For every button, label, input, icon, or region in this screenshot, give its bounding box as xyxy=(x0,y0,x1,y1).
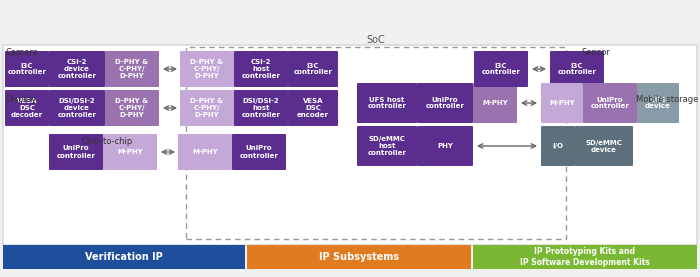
FancyBboxPatch shape xyxy=(49,90,105,126)
FancyBboxPatch shape xyxy=(575,126,633,166)
FancyBboxPatch shape xyxy=(5,90,49,126)
Text: UFS
device: UFS device xyxy=(645,96,671,109)
FancyBboxPatch shape xyxy=(178,134,232,170)
Text: DSI/DSI-2
host
controller: DSI/DSI-2 host controller xyxy=(241,98,281,118)
Text: SD/eMMC
device: SD/eMMC device xyxy=(586,140,622,153)
Text: IP Subsystems: IP Subsystems xyxy=(319,252,399,262)
Text: IP Prototyping Kits and
IP Software Development Kits: IP Prototyping Kits and IP Software Deve… xyxy=(520,247,650,267)
FancyBboxPatch shape xyxy=(180,51,234,87)
FancyBboxPatch shape xyxy=(288,51,338,87)
FancyBboxPatch shape xyxy=(234,90,288,126)
FancyBboxPatch shape xyxy=(103,134,157,170)
Text: I3C
controller: I3C controller xyxy=(293,63,332,76)
Text: Display: Display xyxy=(5,95,36,104)
Text: Chip-to-chip: Chip-to-chip xyxy=(82,137,133,146)
FancyBboxPatch shape xyxy=(49,51,105,87)
Text: I3C
controller: I3C controller xyxy=(8,63,46,76)
FancyBboxPatch shape xyxy=(473,83,517,123)
Text: DSI/DSI-2
device
controller: DSI/DSI-2 device controller xyxy=(57,98,97,118)
FancyBboxPatch shape xyxy=(541,126,575,166)
Text: M-PHY: M-PHY xyxy=(193,149,218,155)
FancyBboxPatch shape xyxy=(474,51,528,87)
Text: M-PHY: M-PHY xyxy=(482,100,508,106)
Text: SD/eMMC
host
controller: SD/eMMC host controller xyxy=(368,136,407,156)
FancyBboxPatch shape xyxy=(417,83,473,123)
FancyBboxPatch shape xyxy=(417,126,473,166)
FancyBboxPatch shape xyxy=(234,51,288,87)
Text: D-PHY &
C-PHY/
D-PHY: D-PHY & C-PHY/ D-PHY xyxy=(116,59,148,79)
Bar xyxy=(247,245,471,269)
Text: M-PHY: M-PHY xyxy=(117,149,143,155)
FancyBboxPatch shape xyxy=(49,134,103,170)
Bar xyxy=(3,245,245,269)
FancyBboxPatch shape xyxy=(5,51,49,87)
FancyBboxPatch shape xyxy=(288,90,338,126)
FancyBboxPatch shape xyxy=(105,90,159,126)
FancyBboxPatch shape xyxy=(541,83,583,123)
Text: SoC: SoC xyxy=(367,35,386,45)
Text: UniPro
controller: UniPro controller xyxy=(591,96,629,109)
Text: UniPro
controller: UniPro controller xyxy=(239,145,279,158)
Text: Camera: Camera xyxy=(5,48,38,57)
Text: UniPro
controller: UniPro controller xyxy=(57,145,95,158)
Text: VESA
DSC
encoder: VESA DSC encoder xyxy=(297,98,329,118)
Text: UniPro
controller: UniPro controller xyxy=(426,96,464,109)
FancyBboxPatch shape xyxy=(583,83,637,123)
FancyBboxPatch shape xyxy=(232,134,286,170)
Text: I3C
controller: I3C controller xyxy=(558,63,596,76)
Text: PHY: PHY xyxy=(437,143,453,149)
Text: I/O: I/O xyxy=(552,143,564,149)
Text: VESA
DSC
decoder: VESA DSC decoder xyxy=(11,98,43,118)
Text: Sensor: Sensor xyxy=(582,48,611,57)
Bar xyxy=(186,47,566,239)
Text: I3C
controller: I3C controller xyxy=(482,63,520,76)
Text: CSI-2
device
controller: CSI-2 device controller xyxy=(57,59,97,79)
Text: M-PHY: M-PHY xyxy=(550,100,575,106)
Text: Verification IP: Verification IP xyxy=(85,252,163,262)
FancyBboxPatch shape xyxy=(105,51,159,87)
FancyBboxPatch shape xyxy=(550,51,604,87)
Text: D-PHY &
C-PHY/
D-PHY: D-PHY & C-PHY/ D-PHY xyxy=(190,59,223,79)
Bar xyxy=(473,245,697,269)
Text: Mobile storage: Mobile storage xyxy=(636,95,698,104)
FancyBboxPatch shape xyxy=(357,83,417,123)
FancyBboxPatch shape xyxy=(3,45,697,245)
FancyBboxPatch shape xyxy=(637,83,679,123)
Text: D-PHY &
C-PHY/
D-PHY: D-PHY & C-PHY/ D-PHY xyxy=(190,98,223,118)
Text: D-PHY &
C-PHY/
D-PHY: D-PHY & C-PHY/ D-PHY xyxy=(116,98,148,118)
FancyBboxPatch shape xyxy=(180,90,234,126)
FancyBboxPatch shape xyxy=(357,126,417,166)
Text: CSI-2
host
controller: CSI-2 host controller xyxy=(241,59,281,79)
Text: UFS host
controller: UFS host controller xyxy=(368,96,407,109)
